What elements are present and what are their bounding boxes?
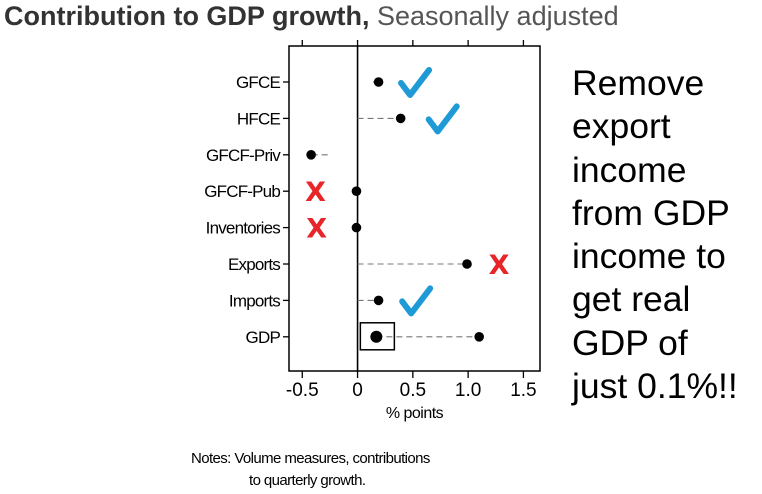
cross-mark: X bbox=[305, 177, 326, 208]
highlight-point bbox=[370, 330, 383, 343]
cross-mark: X bbox=[489, 250, 510, 281]
category-label: GDP bbox=[246, 328, 281, 347]
category-label: GFCF-Pub bbox=[204, 182, 280, 201]
note-line: from GDP bbox=[572, 192, 730, 233]
category-label: HFCE bbox=[237, 109, 281, 128]
cross-mark: X bbox=[306, 214, 327, 245]
chart-footnote: Notes: Volume measures, contributions to… bbox=[191, 448, 430, 492]
chart-title: Contribution to GDP growth, Seasonally a… bbox=[4, 1, 619, 32]
data-point bbox=[373, 77, 384, 87]
check-mark bbox=[425, 103, 460, 135]
data-point bbox=[351, 222, 362, 233]
note-line: Remove bbox=[572, 63, 705, 103]
data-point bbox=[373, 295, 384, 306]
category-label: Exports bbox=[228, 255, 280, 274]
category-label: GFCE bbox=[236, 73, 280, 92]
note-line: export bbox=[572, 106, 671, 147]
title-subtitle: Seasonally adjusted bbox=[376, 1, 619, 31]
x-tick-label: 0 bbox=[352, 380, 363, 401]
highlight-box bbox=[359, 322, 396, 351]
x-tick-label: 0.5 bbox=[400, 380, 426, 401]
x-tick-label: 1.5 bbox=[510, 380, 536, 401]
x-tick-label: -0.5 bbox=[286, 380, 319, 401]
x-axis-label: % points bbox=[386, 405, 444, 422]
category-label: Inventories bbox=[206, 219, 281, 238]
check-mark bbox=[399, 285, 434, 317]
x-tick-label: 1.0 bbox=[455, 380, 481, 401]
footnote-line-1: Notes: Volume measures, contributions bbox=[191, 450, 430, 467]
note-line: GDP of bbox=[572, 322, 688, 363]
category-label: Imports bbox=[229, 291, 280, 310]
footnote-line-2: to quarterly growth. bbox=[249, 472, 366, 489]
note-line: get real bbox=[572, 279, 691, 320]
title-main: Contribution to GDP growth bbox=[4, 1, 362, 31]
data-point bbox=[462, 259, 472, 269]
data-point bbox=[306, 150, 316, 160]
data-point bbox=[474, 332, 484, 342]
note-line: income bbox=[572, 149, 687, 190]
title-separator: , bbox=[361, 1, 370, 31]
note-line: just 0.1%!! bbox=[572, 366, 738, 407]
data-point bbox=[351, 186, 362, 196]
plot-frame bbox=[288, 45, 541, 372]
annotation-note: Remove export income from GDP income to … bbox=[572, 62, 760, 408]
data-point bbox=[395, 113, 406, 124]
note-line: income to bbox=[572, 236, 726, 277]
category-label: GFCF-Priv bbox=[206, 146, 281, 165]
check-mark bbox=[398, 67, 433, 98]
